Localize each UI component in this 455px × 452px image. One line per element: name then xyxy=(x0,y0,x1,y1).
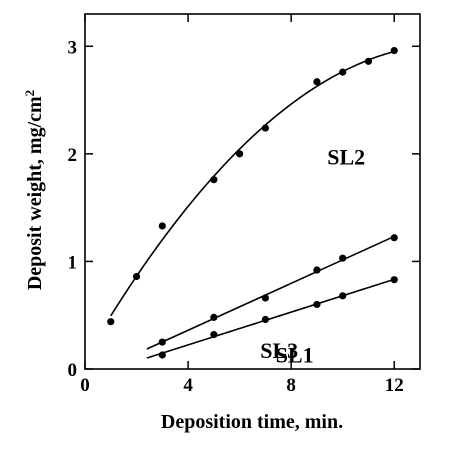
point-sl2-2 xyxy=(158,222,166,230)
x-tick-label-0: 0 xyxy=(80,375,90,396)
y-axis-label-main: Deposit weight, mg/cm xyxy=(24,96,46,290)
x-tick-label-12: 12 xyxy=(385,375,404,396)
y-axis-tick-labels: 0 1 2 3 xyxy=(68,37,78,381)
series-label-sl2: SL2 xyxy=(327,145,365,170)
y-axis-label-superscript: 2 xyxy=(22,90,37,97)
fit-line-sl2 xyxy=(110,50,395,317)
x-tick-label-8: 8 xyxy=(286,375,296,396)
point-sl3-1 xyxy=(210,330,218,339)
series-label-sl3: SL3 xyxy=(260,338,298,363)
x-axis-label: Deposition time, min. xyxy=(161,411,343,433)
y-tick-label-0: 0 xyxy=(68,360,78,381)
point-sl2-9 xyxy=(390,46,398,55)
point-sl3-2 xyxy=(261,315,269,324)
fit-lines xyxy=(110,50,395,359)
plot-frame xyxy=(84,13,421,370)
x-axis-tick-labels: 0 4 8 12 xyxy=(80,375,403,396)
y-axis-label: Deposit weight, mg/cm2 xyxy=(22,90,47,290)
point-sl1-5 xyxy=(390,234,398,242)
point-sl2-6 xyxy=(313,78,321,86)
point-sl3-4 xyxy=(339,292,347,300)
data-markers xyxy=(107,46,398,359)
point-sl2-7 xyxy=(339,68,347,76)
y-axis-ticks xyxy=(85,45,420,370)
fit-line-sl3 xyxy=(146,278,395,359)
point-sl1-0 xyxy=(158,338,166,346)
point-sl2-1 xyxy=(132,272,141,281)
y-tick-label-3: 3 xyxy=(68,37,78,58)
fit-line-sl1 xyxy=(146,235,395,350)
y-tick-label-2: 2 xyxy=(68,145,78,166)
x-tick-label-4: 4 xyxy=(183,375,193,396)
point-sl1-1 xyxy=(210,313,218,321)
y-tick-label-1: 1 xyxy=(68,252,78,273)
point-sl1-3 xyxy=(313,266,321,274)
point-sl2-5 xyxy=(261,124,269,132)
series-label-sl1: SL1 xyxy=(276,343,314,368)
point-sl2-3 xyxy=(210,176,218,184)
point-sl2-0 xyxy=(107,318,115,326)
point-sl2-4 xyxy=(236,150,244,158)
point-sl3-5 xyxy=(390,276,398,284)
point-sl3-3 xyxy=(313,300,321,309)
point-sl1-2 xyxy=(261,294,269,302)
point-sl3-0 xyxy=(158,351,166,359)
point-sl2-8 xyxy=(364,57,373,65)
x-axis-ticks xyxy=(84,14,395,369)
point-sl1-4 xyxy=(339,254,347,262)
